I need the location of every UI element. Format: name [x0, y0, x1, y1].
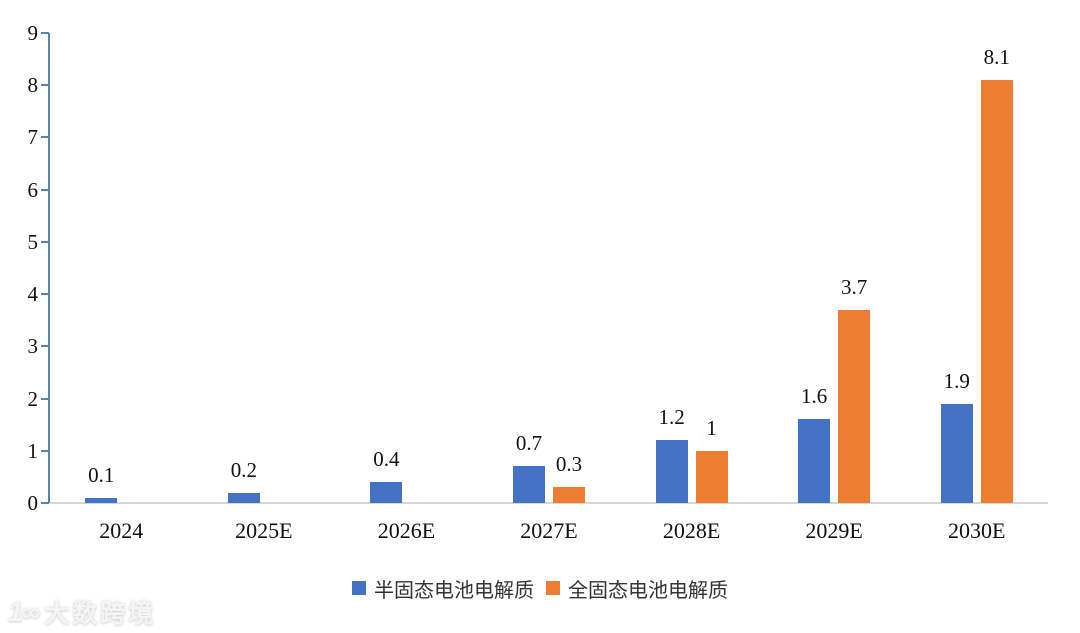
- y-tick-mark: [41, 397, 49, 400]
- x-tick-label-2026E: 2026E: [377, 518, 436, 543]
- bar-semi-solid-electrolyte-2030E: [940, 404, 973, 503]
- y-tick-mark: [41, 345, 49, 348]
- y-tick-label: 9: [27, 21, 39, 45]
- bar-all-solid-electrolyte-2029E: [838, 310, 871, 503]
- bar-semi-solid-electrolyte-2028E: [655, 440, 688, 503]
- legend-swatch-icon: [352, 581, 366, 595]
- y-tick-mark: [41, 136, 49, 139]
- bar-label-semi-solid-electrolyte-2028E: 1.2: [658, 405, 685, 429]
- bar-all-solid-electrolyte-2027E: [553, 487, 585, 503]
- bar-label-semi-solid-electrolyte-2024: 0.1: [88, 463, 115, 487]
- x-tick-label-2024: 2024: [99, 518, 144, 543]
- legend-item-all-solid-electrolyte: 全固态电池电解质: [546, 574, 728, 603]
- legend-swatch-icon: [546, 581, 560, 595]
- y-tick-label: 3: [27, 334, 39, 359]
- bar-label-all-solid-electrolyte-2027E: 0.3: [555, 452, 583, 476]
- y-tick-mark: [41, 188, 49, 191]
- y-tick-label: 2: [27, 386, 39, 411]
- bar-label-all-solid-electrolyte-2029E: 3.7: [841, 275, 868, 299]
- bar-label-all-solid-electrolyte-2030E: 8.1: [983, 45, 1010, 69]
- bar-semi-solid-electrolyte-2026E: [370, 482, 403, 503]
- bar-label-all-solid-electrolyte-2028E: 1: [706, 416, 717, 440]
- bar-label-semi-solid-electrolyte-2030E: 1.9: [943, 369, 970, 393]
- bar-label-semi-solid-electrolyte-2025E: 0.2: [230, 458, 257, 482]
- watermark: 1∞ 大数跨境: [8, 596, 157, 629]
- y-tick-mark: [41, 32, 49, 34]
- legend-label: 半固态电池电解质: [374, 579, 534, 602]
- x-tick-label-2028E: 2028E: [662, 518, 721, 543]
- x-axis-line: [50, 502, 1048, 504]
- y-tick-mark: [41, 449, 49, 452]
- y-tick-label: 0: [27, 491, 39, 515]
- bar-all-solid-electrolyte-2030E: [980, 80, 1013, 503]
- bar-label-semi-solid-electrolyte-2027E: 0.7: [515, 431, 543, 455]
- x-tick-label-2029E: 2029E: [805, 518, 863, 543]
- legend: 半固态电池电解质 全固态电池电解质: [0, 574, 1080, 603]
- bar-semi-solid-electrolyte-2024: [85, 498, 118, 503]
- y-tick-mark: [41, 293, 49, 296]
- y-tick-label: 7: [27, 125, 39, 150]
- bar-all-solid-electrolyte-2028E: [695, 451, 728, 503]
- y-tick-label: 4: [27, 282, 39, 307]
- legend-item-semi-solid-electrolyte: 半固态电池电解质: [352, 574, 534, 603]
- y-tick-mark: [41, 502, 49, 504]
- legend-label: 全固态电池电解质: [568, 579, 728, 602]
- y-tick-label: 8: [27, 73, 39, 98]
- y-tick-mark: [41, 84, 49, 87]
- y-tick-label: 6: [27, 177, 39, 202]
- y-tick-mark: [41, 240, 49, 243]
- x-tick-label-2027E: 2027E: [520, 518, 578, 543]
- y-axis-line: [48, 33, 50, 503]
- y-tick-label: 1: [27, 438, 39, 463]
- bar-semi-solid-electrolyte-2029E: [798, 419, 831, 503]
- y-tick-label: 5: [27, 229, 39, 254]
- watermark-text: 大数跨境: [44, 600, 157, 628]
- x-tick-label-2030E: 2030E: [947, 518, 1006, 543]
- bar-label-semi-solid-electrolyte-2029E: 1.6: [801, 384, 828, 408]
- bar-label-semi-solid-electrolyte-2026E: 0.4: [373, 447, 400, 471]
- x-tick-label-2025E: 2025E: [235, 518, 293, 543]
- watermark-logo-icon: 1∞: [8, 596, 40, 627]
- bar-semi-solid-electrolyte-2027E: [513, 466, 545, 503]
- bar-semi-solid-electrolyte-2025E: [227, 493, 260, 503]
